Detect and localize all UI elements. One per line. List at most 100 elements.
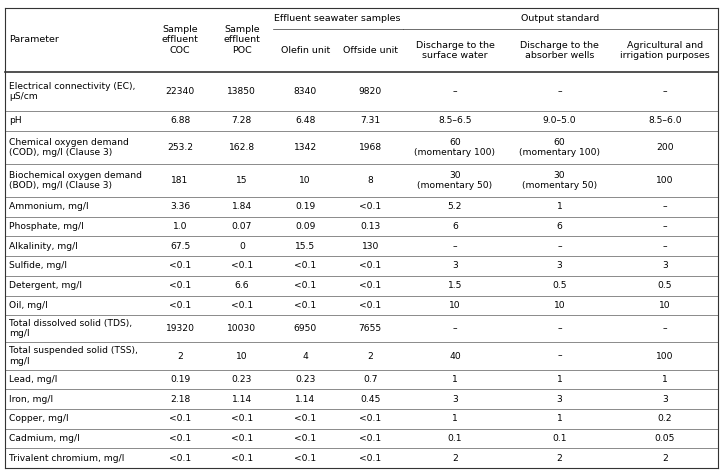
- Text: 9.0–5.0: 9.0–5.0: [543, 116, 576, 125]
- Text: <0.1: <0.1: [169, 261, 191, 270]
- Text: 0.1: 0.1: [552, 434, 567, 443]
- Text: <0.1: <0.1: [294, 454, 317, 463]
- Text: 10: 10: [236, 352, 248, 360]
- Text: Electrical connectivity (EC),
μS/cm: Electrical connectivity (EC), μS/cm: [9, 81, 135, 101]
- Text: –: –: [662, 202, 667, 211]
- Text: Ammonium, mg/l: Ammonium, mg/l: [9, 202, 89, 211]
- Text: <0.1: <0.1: [231, 454, 253, 463]
- Text: 3: 3: [557, 395, 562, 404]
- Text: 2.18: 2.18: [170, 395, 190, 404]
- Text: 6: 6: [452, 222, 458, 231]
- Text: 19320: 19320: [166, 324, 194, 333]
- Text: Total dissolved solid (TDS),
mg/l: Total dissolved solid (TDS), mg/l: [9, 319, 132, 338]
- Text: 1: 1: [452, 375, 458, 384]
- Text: 100: 100: [656, 176, 674, 185]
- Text: Oil, mg/l: Oil, mg/l: [9, 301, 48, 310]
- Text: 0.2: 0.2: [658, 414, 672, 423]
- Text: 10: 10: [449, 301, 461, 310]
- Text: 0.13: 0.13: [360, 222, 380, 231]
- Text: 2: 2: [177, 352, 183, 360]
- Text: 60
(momentary 100): 60 (momentary 100): [519, 138, 600, 157]
- Text: <0.1: <0.1: [231, 301, 253, 310]
- Text: 253.2: 253.2: [167, 143, 193, 152]
- Text: 60
(momentary 100): 60 (momentary 100): [414, 138, 495, 157]
- Text: 1968: 1968: [359, 143, 382, 152]
- Text: –: –: [662, 222, 667, 231]
- Text: 7655: 7655: [359, 324, 382, 333]
- Text: <0.1: <0.1: [294, 434, 317, 443]
- Text: <0.1: <0.1: [294, 261, 317, 270]
- Text: Total suspended solid (TSS),
mg/l: Total suspended solid (TSS), mg/l: [9, 347, 138, 366]
- Text: 2: 2: [367, 352, 373, 360]
- Text: 13850: 13850: [228, 87, 257, 96]
- Text: Biochemical oxygen demand
(BOD), mg/l (Clause 3): Biochemical oxygen demand (BOD), mg/l (C…: [9, 171, 142, 190]
- Text: 1.84: 1.84: [232, 202, 252, 211]
- Text: –: –: [662, 87, 667, 96]
- Text: Cadmium, mg/l: Cadmium, mg/l: [9, 434, 80, 443]
- Text: 10: 10: [299, 176, 311, 185]
- Text: Output standard: Output standard: [521, 14, 599, 23]
- Text: <0.1: <0.1: [359, 301, 381, 310]
- Text: pH: pH: [9, 116, 22, 125]
- Text: 3: 3: [452, 395, 458, 404]
- Text: 0.45: 0.45: [360, 395, 380, 404]
- Text: 6.6: 6.6: [234, 281, 249, 290]
- Text: 0.19: 0.19: [295, 202, 315, 211]
- Text: <0.1: <0.1: [359, 202, 381, 211]
- Text: Lead, mg/l: Lead, mg/l: [9, 375, 57, 384]
- Text: 30
(momentary 50): 30 (momentary 50): [417, 171, 492, 190]
- Text: 162.8: 162.8: [228, 143, 255, 152]
- Text: <0.1: <0.1: [294, 414, 317, 423]
- Text: 8.5–6.0: 8.5–6.0: [648, 116, 682, 125]
- Text: 100: 100: [656, 352, 674, 360]
- Text: –: –: [453, 87, 457, 96]
- Text: 1: 1: [557, 202, 562, 211]
- Text: 3: 3: [557, 261, 562, 270]
- Text: –: –: [557, 352, 562, 360]
- Text: 9820: 9820: [359, 87, 382, 96]
- Text: 10030: 10030: [227, 324, 257, 333]
- Text: Phosphate, mg/l: Phosphate, mg/l: [9, 222, 84, 231]
- Text: 0.19: 0.19: [170, 375, 190, 384]
- Text: <0.1: <0.1: [231, 261, 253, 270]
- Text: <0.1: <0.1: [294, 281, 317, 290]
- Text: Detergent, mg/l: Detergent, mg/l: [9, 281, 82, 290]
- Text: 1: 1: [452, 414, 458, 423]
- Text: 0.23: 0.23: [295, 375, 315, 384]
- Text: 1: 1: [662, 375, 668, 384]
- Text: 8: 8: [367, 176, 373, 185]
- Text: 0.1: 0.1: [448, 434, 462, 443]
- Text: 7.31: 7.31: [360, 116, 380, 125]
- Text: 2: 2: [557, 454, 562, 463]
- Text: 6.88: 6.88: [170, 116, 190, 125]
- Text: –: –: [557, 87, 562, 96]
- Text: Discharge to the
absorber wells: Discharge to the absorber wells: [520, 40, 599, 60]
- Text: <0.1: <0.1: [359, 281, 381, 290]
- Text: –: –: [662, 242, 667, 251]
- Text: <0.1: <0.1: [169, 414, 191, 423]
- Text: –: –: [453, 242, 457, 251]
- Text: 0.7: 0.7: [363, 375, 377, 384]
- Text: 181: 181: [171, 176, 189, 185]
- Text: –: –: [557, 324, 562, 333]
- Text: Discharge to the
surface water: Discharge to the surface water: [416, 40, 495, 60]
- Text: 15: 15: [236, 176, 247, 185]
- Text: 0.07: 0.07: [231, 222, 252, 231]
- Text: 30
(momentary 50): 30 (momentary 50): [522, 171, 597, 190]
- Text: 10: 10: [554, 301, 565, 310]
- Text: 67.5: 67.5: [170, 242, 190, 251]
- Text: <0.1: <0.1: [359, 454, 381, 463]
- Text: <0.1: <0.1: [359, 414, 381, 423]
- Text: 3: 3: [662, 395, 668, 404]
- Text: <0.1: <0.1: [169, 281, 191, 290]
- Text: <0.1: <0.1: [359, 434, 381, 443]
- Text: <0.1: <0.1: [169, 434, 191, 443]
- Text: <0.1: <0.1: [294, 301, 317, 310]
- Text: 1.0: 1.0: [173, 222, 187, 231]
- Text: –: –: [453, 324, 457, 333]
- Text: Offside unit: Offside unit: [343, 46, 398, 55]
- Text: Sulfide, mg/l: Sulfide, mg/l: [9, 261, 67, 270]
- Text: 0: 0: [239, 242, 245, 251]
- Text: <0.1: <0.1: [169, 454, 191, 463]
- Text: 40: 40: [449, 352, 461, 360]
